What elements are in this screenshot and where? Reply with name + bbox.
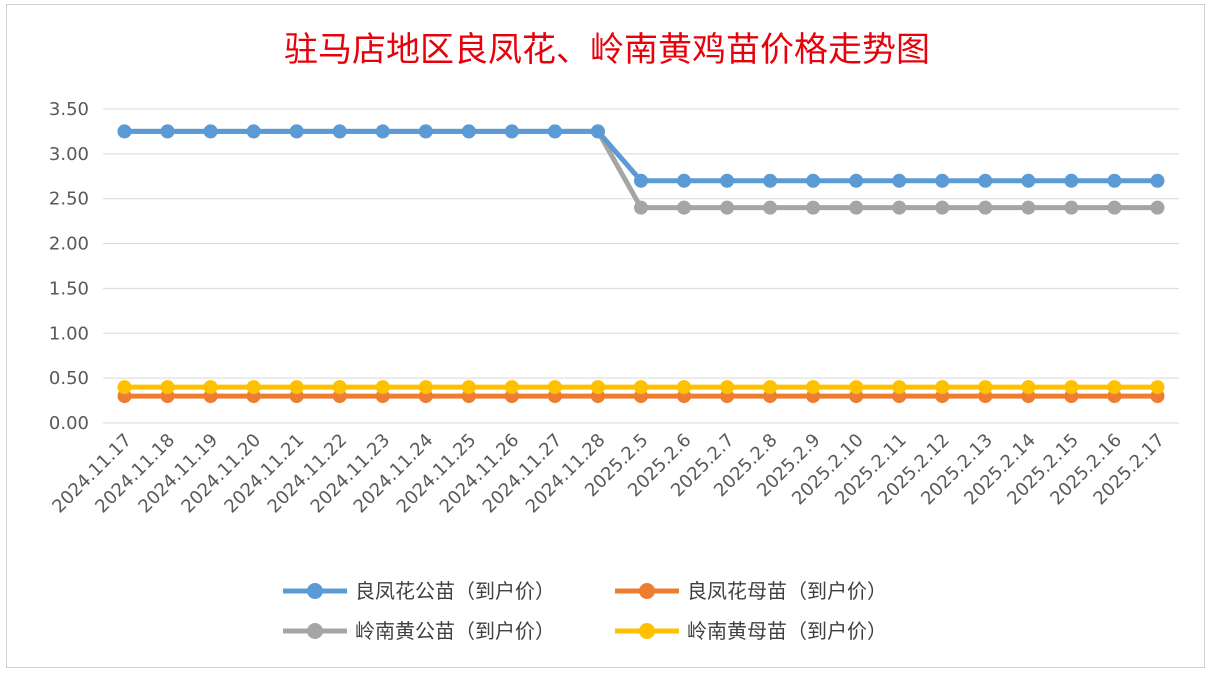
data-point — [504, 124, 519, 139]
data-point — [547, 380, 562, 395]
data-point — [160, 380, 175, 395]
legend-item-1: 良凤花母苗（到户价） — [615, 579, 887, 603]
data-point — [246, 380, 261, 395]
data-point — [289, 380, 304, 395]
line-chart: 驻马店地区良凤花、岭南黄鸡苗价格走势图 0.00 0.50 1.00 1.50 2.00… — [48, 30, 1179, 643]
legend-label: 良凤花公苗（到户价） — [355, 579, 555, 603]
data-point — [720, 173, 735, 188]
data-point — [504, 380, 519, 395]
data-point — [246, 124, 261, 139]
data-point — [461, 380, 476, 395]
y-tick-label: 3.00 — [49, 144, 89, 165]
legend-label: 良凤花母苗（到户价） — [687, 579, 887, 603]
data-point — [763, 200, 778, 215]
data-point — [806, 200, 821, 215]
legend-swatch-marker — [639, 583, 655, 599]
data-point — [677, 200, 692, 215]
data-point — [160, 124, 175, 139]
legend-label: 岭南黄公苗（到户价） — [355, 619, 555, 643]
data-point — [892, 173, 907, 188]
data-point — [806, 380, 821, 395]
series-line — [124, 128, 1158, 211]
data-point — [1021, 173, 1036, 188]
data-point — [547, 124, 562, 139]
y-tick-label: 0.50 — [49, 368, 89, 389]
y-axis-ticks: 0.00 0.50 1.00 1.50 2.00 2.50 3.00 3.50 — [49, 99, 89, 434]
chart-title: 驻马店地区良凤花、岭南黄鸡苗价格走势图 — [284, 30, 930, 70]
data-point — [849, 200, 864, 215]
data-point — [461, 124, 476, 139]
data-point — [332, 124, 347, 139]
data-point — [117, 124, 132, 139]
data-point — [849, 380, 864, 395]
data-point — [1064, 173, 1079, 188]
chart-frame: 驻马店地区良凤花、岭南黄鸡苗价格走势图 0.00 0.50 1.00 1.50 2.00… — [6, 4, 1205, 668]
data-point — [289, 124, 304, 139]
data-point — [978, 200, 993, 215]
data-point — [720, 200, 735, 215]
series-group — [117, 124, 1165, 404]
legend-swatch-marker — [307, 583, 323, 599]
data-point — [418, 380, 433, 395]
legend-item-2: 岭南黄公苗（到户价） — [283, 619, 555, 643]
legend-label: 岭南黄母苗（到户价） — [687, 619, 887, 643]
series-2 — [117, 124, 1165, 215]
data-point — [203, 124, 218, 139]
y-tick-label: 2.00 — [49, 234, 89, 255]
data-point — [1150, 380, 1165, 395]
data-point — [332, 380, 347, 395]
legend-item-0: 良凤花公苗（到户价） — [283, 579, 555, 603]
data-point — [1150, 200, 1165, 215]
data-point — [590, 124, 605, 139]
data-point — [634, 380, 648, 395]
data-point — [763, 380, 778, 395]
data-point — [1064, 200, 1079, 215]
data-point — [978, 173, 993, 188]
data-point — [1107, 173, 1122, 188]
data-point — [806, 173, 821, 188]
x-axis-ticks: 2024.11.172024.11.182024.11.192024.11.20… — [48, 430, 1169, 518]
y-tick-label: 1.00 — [49, 323, 89, 344]
data-point — [1150, 173, 1165, 188]
legend-item-3: 岭南黄母苗（到户价） — [615, 619, 887, 643]
data-point — [978, 380, 993, 395]
data-point — [634, 200, 648, 215]
legend-swatch-marker — [639, 623, 655, 639]
data-point — [677, 173, 692, 188]
data-point — [935, 380, 950, 395]
data-point — [634, 173, 648, 188]
data-point — [1021, 200, 1036, 215]
data-point — [203, 380, 218, 395]
data-point — [1064, 380, 1079, 395]
y-tick-label: 2.50 — [49, 189, 89, 210]
data-point — [720, 380, 735, 395]
data-point — [849, 173, 864, 188]
data-point — [1021, 380, 1036, 395]
data-point — [892, 380, 907, 395]
data-point — [935, 200, 950, 215]
legend: 良凤花公苗（到户价） 良凤花母苗（到户价） 岭南黄公苗（到户价） 岭南黄母苗（到户价） — [283, 579, 887, 643]
data-point — [375, 124, 390, 139]
data-point — [935, 173, 950, 188]
data-point — [590, 380, 605, 395]
data-point — [1107, 380, 1122, 395]
series-0 — [117, 124, 1165, 188]
y-tick-label: 0.00 — [49, 413, 89, 434]
series-3 — [117, 380, 1165, 395]
data-point — [418, 124, 433, 139]
series-line — [124, 128, 1158, 184]
data-point — [763, 173, 778, 188]
data-point — [677, 380, 692, 395]
data-point — [375, 380, 390, 395]
legend-swatch-marker — [307, 623, 323, 639]
data-point — [892, 200, 907, 215]
y-tick-label: 1.50 — [49, 278, 89, 299]
data-point — [1107, 200, 1122, 215]
gridlines — [103, 108, 1179, 424]
y-tick-label: 3.50 — [49, 99, 89, 120]
data-point — [117, 380, 132, 395]
